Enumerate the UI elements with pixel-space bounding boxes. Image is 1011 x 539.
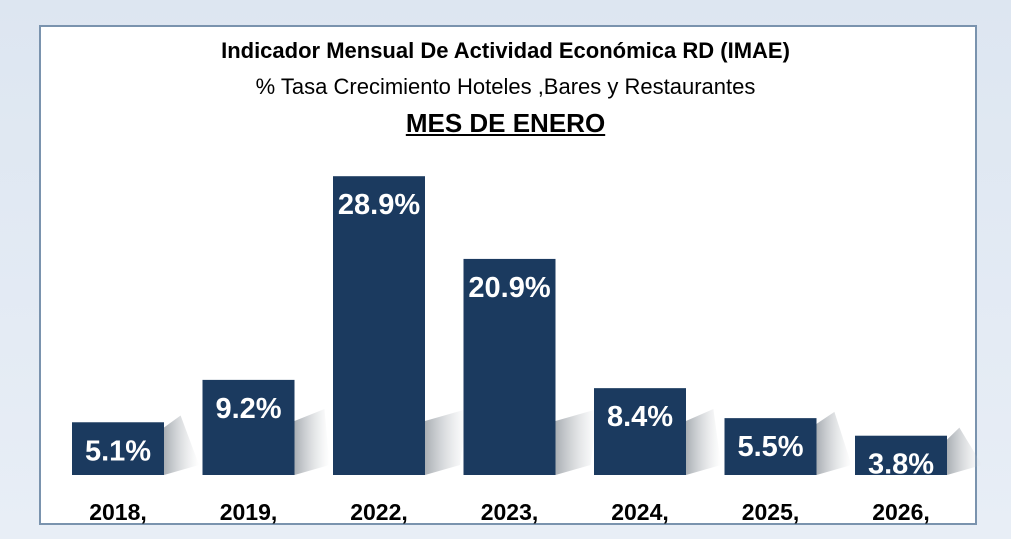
bar-shadow bbox=[686, 409, 721, 475]
bar-shadow bbox=[816, 411, 852, 475]
x-tick-label: 2024, bbox=[611, 499, 669, 525]
x-tick-label: 2022, bbox=[350, 499, 408, 525]
chart-heading: MES DE ENERO bbox=[405, 108, 606, 138]
data-label: 9.2% bbox=[215, 393, 281, 425]
x-tick-label: 2026, bbox=[872, 499, 930, 525]
bar-shadow bbox=[294, 409, 330, 475]
bar-shadow bbox=[947, 427, 982, 475]
chart-title: Indicador Mensual De Actividad Económica… bbox=[221, 38, 790, 63]
data-label: 8.4% bbox=[607, 401, 673, 433]
bar-2022 bbox=[333, 176, 425, 476]
bar-2018 bbox=[72, 422, 164, 475]
x-tick-label: 2025, bbox=[742, 499, 800, 525]
x-tick-label: 2023, bbox=[481, 499, 539, 525]
bar-2026 bbox=[855, 435, 947, 475]
data-label: 5.1% bbox=[85, 435, 151, 467]
data-label: 20.9% bbox=[468, 272, 550, 304]
chart-subtitle: % Tasa Crecimiento Hoteles ,Bares y Rest… bbox=[255, 74, 756, 99]
bar-shadow bbox=[425, 409, 467, 475]
x-tick-label: 2018, bbox=[89, 499, 147, 525]
data-label: 28.9% bbox=[338, 189, 420, 221]
bar-shadow bbox=[555, 409, 598, 475]
bar-2019 bbox=[202, 379, 295, 475]
x-tick-label: 2019, bbox=[220, 499, 278, 525]
bar-2024 bbox=[594, 388, 686, 475]
bar-2023 bbox=[463, 258, 556, 475]
bar-2025 bbox=[724, 418, 817, 475]
data-label: 3.8% bbox=[868, 449, 934, 481]
data-label: 5.5% bbox=[737, 431, 803, 463]
bar-shadow bbox=[164, 415, 199, 475]
